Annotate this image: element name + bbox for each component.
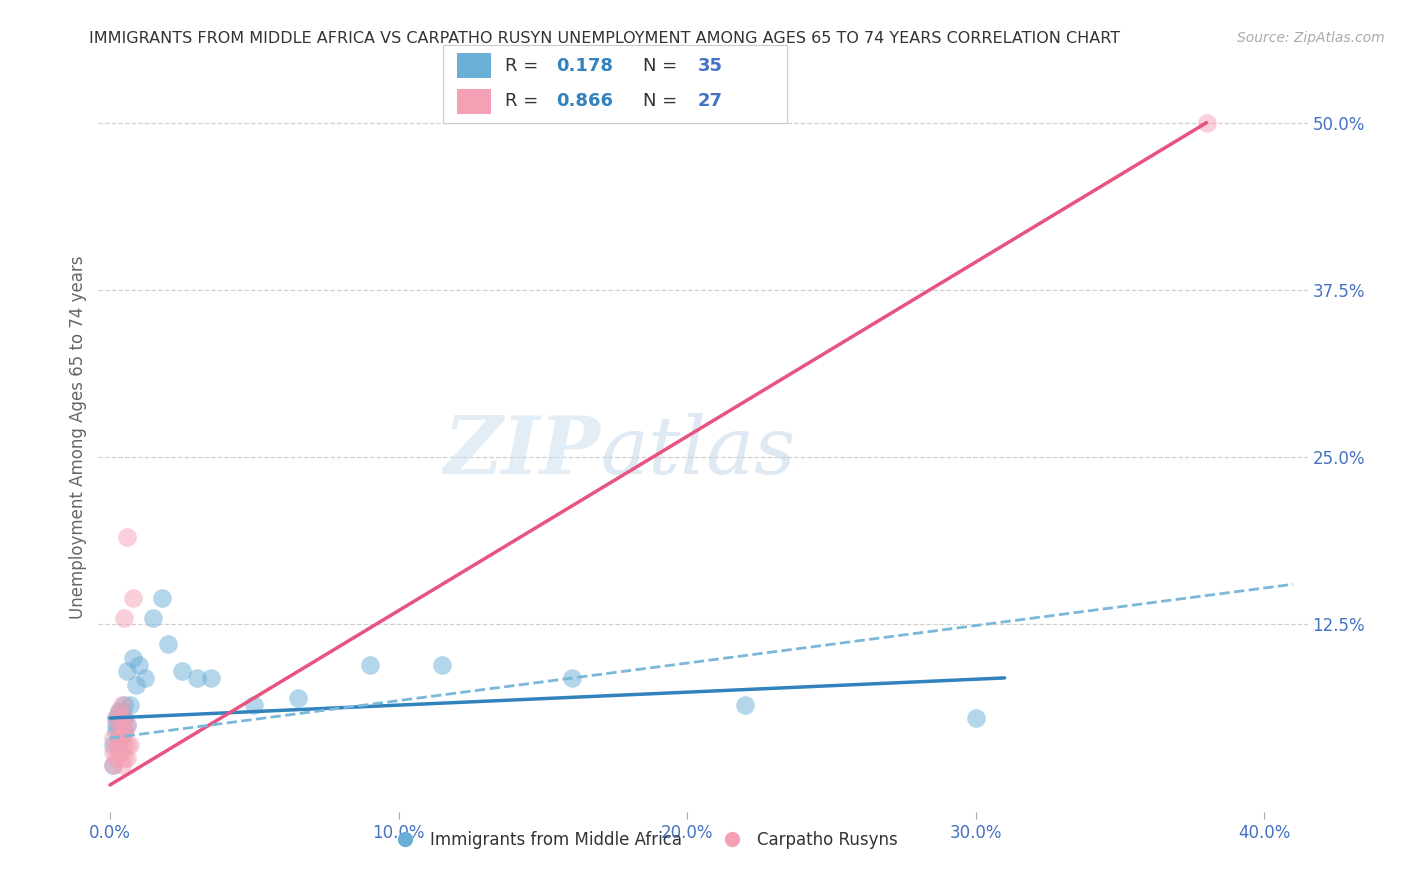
Point xyxy=(120,698,142,712)
Point xyxy=(101,744,124,758)
Point xyxy=(104,724,127,739)
Point xyxy=(110,744,132,758)
Point xyxy=(110,717,132,731)
Point xyxy=(117,717,139,731)
Point xyxy=(359,657,381,672)
Bar xyxy=(457,88,491,113)
Point xyxy=(117,530,139,544)
Point xyxy=(107,705,129,719)
Point xyxy=(134,671,156,685)
Point xyxy=(117,717,139,731)
Point xyxy=(107,731,129,746)
Point xyxy=(112,698,135,712)
Point xyxy=(112,751,135,765)
Point xyxy=(112,724,135,739)
Point xyxy=(117,751,139,765)
Text: 35: 35 xyxy=(697,57,723,75)
Text: 0.178: 0.178 xyxy=(557,57,613,75)
Point xyxy=(172,664,194,679)
Point xyxy=(101,738,124,752)
Text: Source: ZipAtlas.com: Source: ZipAtlas.com xyxy=(1237,31,1385,45)
Text: atlas: atlas xyxy=(600,413,796,491)
Point xyxy=(112,724,135,739)
Point xyxy=(104,711,127,725)
Point xyxy=(110,731,132,746)
Point xyxy=(110,758,132,772)
Point xyxy=(107,705,129,719)
Point xyxy=(117,664,139,679)
Point xyxy=(128,657,150,672)
Point xyxy=(104,711,127,725)
Point xyxy=(430,657,453,672)
Point xyxy=(110,731,132,746)
Point xyxy=(120,738,142,752)
Point xyxy=(122,651,145,665)
Text: R =: R = xyxy=(505,92,544,110)
Text: ZIP: ZIP xyxy=(443,413,600,491)
Text: IMMIGRANTS FROM MIDDLE AFRICA VS CARPATHO RUSYN UNEMPLOYMENT AMONG AGES 65 TO 74: IMMIGRANTS FROM MIDDLE AFRICA VS CARPATH… xyxy=(89,31,1121,46)
Point xyxy=(125,678,148,692)
Point xyxy=(287,690,309,705)
Point xyxy=(561,671,583,685)
Point xyxy=(142,611,165,625)
Point xyxy=(112,611,135,625)
Point xyxy=(112,711,135,725)
Point xyxy=(104,751,127,765)
Point xyxy=(186,671,208,685)
Point xyxy=(101,758,124,772)
Point xyxy=(150,591,173,605)
Text: 27: 27 xyxy=(697,92,723,110)
Point xyxy=(110,717,132,731)
Point xyxy=(243,698,266,712)
Point xyxy=(107,744,129,758)
Point xyxy=(107,721,129,735)
Point xyxy=(965,711,987,725)
Point xyxy=(110,698,132,712)
Point xyxy=(122,591,145,605)
Point xyxy=(200,671,222,685)
Point xyxy=(110,705,132,719)
Point xyxy=(107,711,129,725)
Legend: Immigrants from Middle Africa, Carpatho Rusyns: Immigrants from Middle Africa, Carpatho … xyxy=(381,824,904,855)
Point xyxy=(107,731,129,746)
Point xyxy=(104,717,127,731)
Text: N =: N = xyxy=(643,57,683,75)
Point xyxy=(1195,116,1218,130)
Point xyxy=(156,637,179,651)
Point xyxy=(104,738,127,752)
Text: R =: R = xyxy=(505,57,544,75)
Point xyxy=(734,698,756,712)
Point xyxy=(101,758,124,772)
Text: N =: N = xyxy=(643,92,683,110)
Point xyxy=(112,738,135,752)
Bar xyxy=(457,54,491,78)
Point xyxy=(112,711,135,725)
Point xyxy=(117,738,139,752)
Point xyxy=(107,717,129,731)
Text: 0.866: 0.866 xyxy=(557,92,613,110)
Point xyxy=(101,731,124,746)
Y-axis label: Unemployment Among Ages 65 to 74 years: Unemployment Among Ages 65 to 74 years xyxy=(69,255,87,619)
